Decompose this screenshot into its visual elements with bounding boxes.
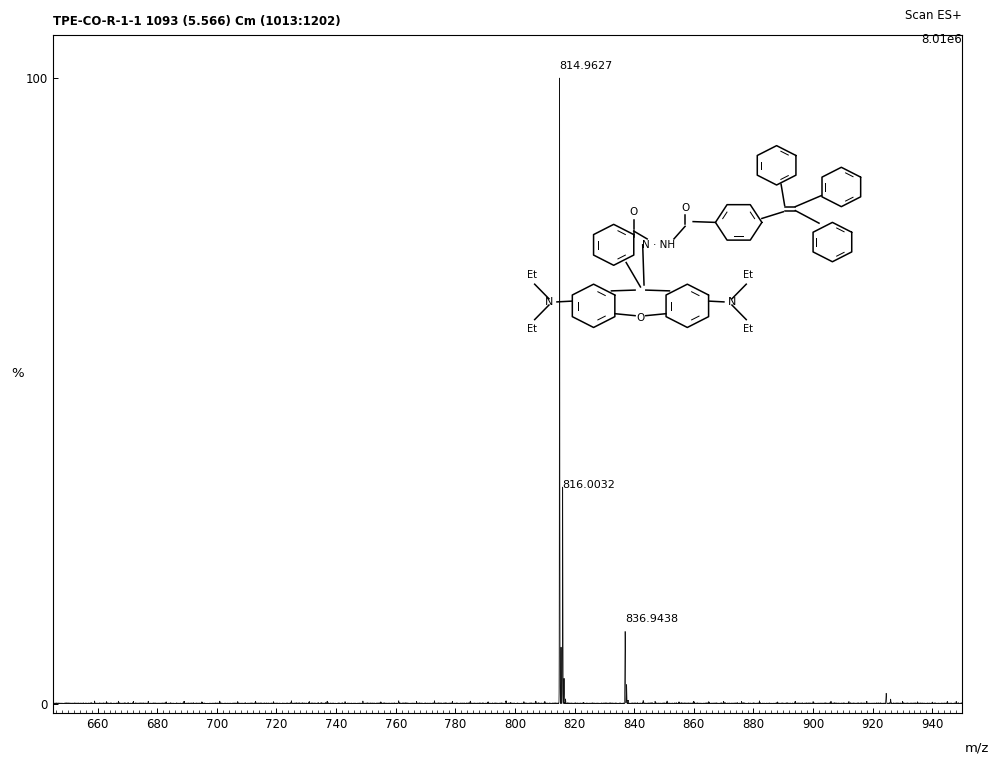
Y-axis label: %: % (11, 367, 24, 380)
Text: TPE-CO-R-1-1 1093 (5.566) Cm (1013:1202): TPE-CO-R-1-1 1093 (5.566) Cm (1013:1202) (53, 15, 340, 28)
Text: 836.9438: 836.9438 (625, 614, 678, 624)
Text: 8.01e6: 8.01e6 (921, 33, 962, 46)
Text: Scan ES+: Scan ES+ (905, 9, 962, 22)
Text: 816.0032: 816.0032 (563, 480, 616, 490)
Text: 814.9627: 814.9627 (560, 61, 613, 71)
Text: m/z: m/z (965, 741, 989, 754)
